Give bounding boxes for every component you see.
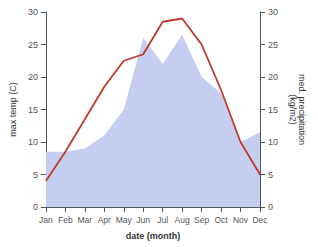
svg-text:Jan: Jan [39, 215, 53, 225]
svg-text:Jul: Jul [157, 215, 168, 225]
svg-text:20: 20 [28, 72, 38, 82]
svg-text:Jun: Jun [136, 215, 150, 225]
svg-text:Feb: Feb [58, 215, 73, 225]
svg-text:med. precipitation: med. precipitation [297, 74, 308, 145]
svg-text:10: 10 [268, 137, 278, 147]
svg-text:May: May [116, 215, 133, 225]
svg-text:0: 0 [268, 202, 273, 212]
svg-text:(kg/m2): (kg/m2) [288, 94, 298, 125]
svg-text:5: 5 [268, 170, 273, 180]
svg-text:30: 30 [268, 7, 278, 17]
svg-text:Apr: Apr [98, 215, 111, 225]
svg-text:max temp (C): max temp (C) [8, 82, 18, 137]
svg-text:Sep: Sep [194, 215, 209, 225]
svg-text:0: 0 [33, 202, 38, 212]
svg-text:10: 10 [28, 137, 38, 147]
svg-text:Oct: Oct [214, 215, 228, 225]
svg-text:date (month): date (month) [126, 231, 181, 241]
svg-text:5: 5 [33, 170, 38, 180]
svg-text:25: 25 [268, 40, 278, 50]
svg-text:25: 25 [28, 40, 38, 50]
svg-text:Nov: Nov [233, 215, 249, 225]
svg-text:30: 30 [28, 7, 38, 17]
svg-text:Dec: Dec [252, 215, 268, 225]
svg-text:15: 15 [268, 105, 278, 115]
svg-text:Mar: Mar [78, 215, 93, 225]
svg-text:15: 15 [28, 105, 38, 115]
svg-text:20: 20 [268, 72, 278, 82]
svg-text:Aug: Aug [175, 215, 190, 225]
